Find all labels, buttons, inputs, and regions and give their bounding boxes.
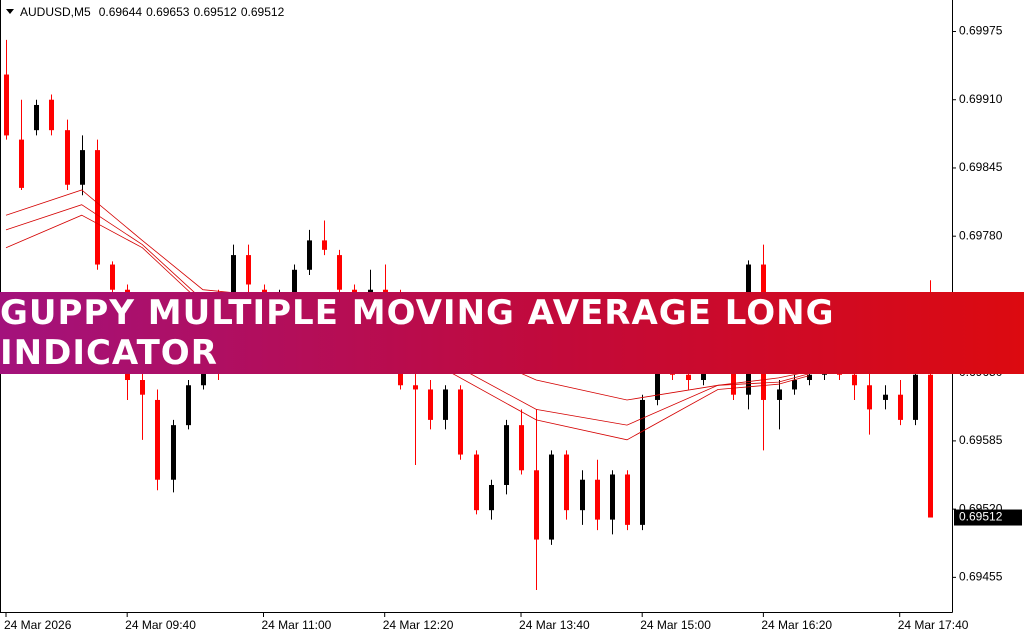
candle-body: [171, 425, 176, 480]
candle-body: [913, 374, 918, 420]
candle-body: [65, 130, 70, 185]
candle-body: [534, 470, 539, 540]
candle-body: [307, 240, 312, 270]
candle-body: [519, 425, 524, 471]
y-tick-label: 0.69585: [959, 433, 1003, 447]
candle-body: [655, 369, 660, 400]
candle-body: [640, 399, 645, 525]
candle-body: [231, 255, 236, 301]
candle-body: [322, 240, 327, 250]
candle-body: [95, 150, 100, 265]
header-open: 0.69644: [99, 5, 143, 19]
candle-body: [731, 365, 736, 395]
banner-title: GUPPY MULTIPLE MOVING AVERAGE LONG INDIC…: [0, 293, 835, 373]
candle-body: [686, 374, 691, 381]
candle-body: [489, 484, 494, 511]
y-tick-label: 0.69845: [959, 160, 1003, 174]
candle-body: [580, 479, 585, 511]
candle-body: [155, 399, 160, 480]
candle-body: [564, 454, 569, 511]
y-tick-label: 0.69910: [959, 92, 1003, 106]
candle-body: [458, 389, 463, 455]
candle-body: [292, 269, 297, 301]
candle-body: [110, 264, 115, 290]
collapse-arrow[interactable]: [6, 9, 14, 14]
chart-header: AUDUSD,M5 0.69644 0.69653 0.69512 0.69512: [20, 5, 285, 19]
candle-body: [337, 255, 342, 290]
candle-body: [595, 479, 600, 520]
x-tick-label: 24 Mar 16:20: [761, 618, 832, 632]
x-tick-label: 24 Mar 2026: [4, 618, 72, 632]
y-tick-label: 0.69975: [959, 24, 1003, 38]
candle-body: [883, 394, 888, 400]
header-low: 0.69512: [193, 5, 237, 19]
header-close: 0.69512: [241, 5, 285, 19]
candle-body: [428, 389, 433, 420]
candle-body: [852, 374, 857, 386]
candle-body: [49, 99, 54, 131]
candle-body: [4, 74, 9, 136]
candle-body: [549, 454, 554, 540]
candle-body: [34, 104, 39, 131]
x-tick-label: 24 Mar 09:40: [125, 618, 196, 632]
candle-body: [867, 385, 872, 410]
candle-body: [474, 454, 479, 511]
candle-body: [504, 425, 509, 485]
y-tick-label: 0.69455: [959, 570, 1003, 584]
x-tick-label: 24 Mar 15:00: [640, 618, 711, 632]
banner: GUPPY MULTIPLE MOVING AVERAGE LONG INDIC…: [0, 292, 1024, 374]
x-tick-label: 24 Mar 13:40: [519, 618, 590, 632]
last-price-label: 0.69512: [959, 510, 1003, 524]
candle-body: [898, 394, 903, 420]
candle-body: [792, 380, 797, 390]
header-high: 0.69653: [146, 5, 190, 19]
candle-body: [777, 389, 782, 400]
candle-body: [625, 474, 630, 525]
symbol: AUDUSD,M5: [20, 5, 91, 19]
candle-body: [19, 139, 24, 188]
candle-body: [807, 374, 812, 381]
candle-body: [413, 385, 418, 390]
candle-body: [610, 474, 615, 520]
candle-body: [928, 374, 933, 518]
x-tick-label: 24 Mar 17:40: [898, 618, 969, 632]
y-tick-label: 0.69780: [959, 228, 1003, 242]
candle-body: [186, 385, 191, 426]
candle-body: [80, 150, 85, 185]
x-tick-label: 24 Mar 12:20: [383, 618, 454, 632]
last-price-box: [954, 509, 1022, 526]
candle-body: [246, 255, 251, 285]
candle-body: [443, 389, 448, 420]
x-tick-label: 24 Mar 11:00: [262, 618, 332, 632]
candle-body: [140, 380, 145, 395]
